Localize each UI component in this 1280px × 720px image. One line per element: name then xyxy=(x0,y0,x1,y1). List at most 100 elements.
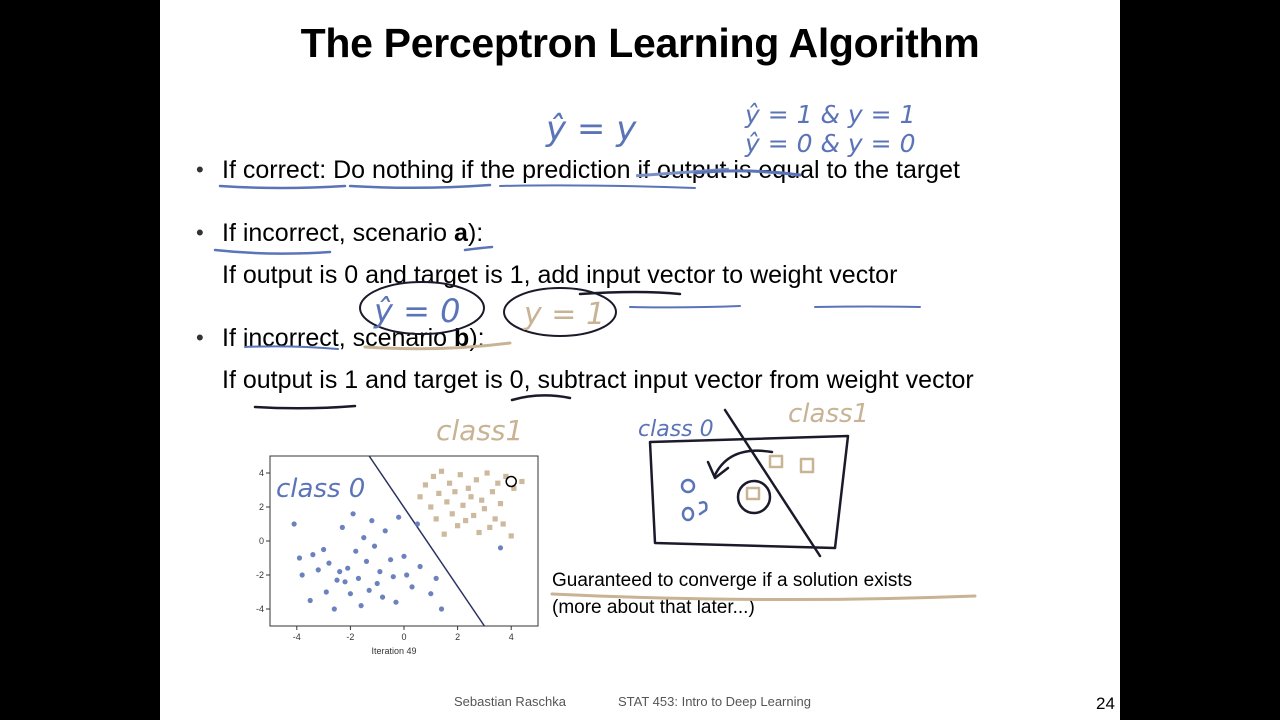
underline-weight xyxy=(814,305,921,308)
annot-case-1: ŷ = 1 & y = 1 xyxy=(744,100,915,129)
footer-course: STAT 453: Intro to Deep Learning xyxy=(618,694,811,709)
class0-point xyxy=(374,580,380,587)
class0-point xyxy=(363,558,370,564)
class1-point xyxy=(503,473,509,479)
class0-point xyxy=(401,553,407,559)
class0-point xyxy=(388,557,394,563)
scatter-plot-svg: -4 -2 0 2 4 -4 -2 0 2 4 Iteration 49 xyxy=(256,455,539,656)
class0-point xyxy=(355,575,362,581)
class0-point xyxy=(369,518,375,524)
underline-note xyxy=(550,592,977,602)
x-axis-label: Iteration 49 xyxy=(371,646,416,656)
class1-point xyxy=(481,506,487,512)
class1-point xyxy=(476,529,482,536)
class0-point xyxy=(438,606,445,612)
plot-frame xyxy=(269,455,539,627)
annot-class0-sketch: class 0 xyxy=(638,417,714,442)
bullet-dot-icon: • xyxy=(196,157,204,182)
underline-a xyxy=(463,245,494,252)
annot-circle-b: y = 1 xyxy=(523,297,605,332)
annot-yhat-eq-y: ŷ = y xyxy=(545,109,637,149)
class0-point xyxy=(291,521,297,527)
class0-point xyxy=(379,594,386,600)
class1-point xyxy=(484,470,490,476)
underline-incorrect-b xyxy=(244,345,339,350)
class1-point xyxy=(438,468,445,474)
annot-circle-a: ŷ = 0 xyxy=(373,292,460,330)
class0-point xyxy=(371,543,378,549)
circle-y-1 xyxy=(503,287,617,337)
class1-point xyxy=(417,494,423,500)
class0-point xyxy=(393,599,399,605)
bullet-correct-text: If correct: Do nothing if the prediction xyxy=(222,156,638,184)
bullet-b-rule: If output is 1 and target is 0, subtract… xyxy=(222,366,974,394)
bullet-dot-icon: • xyxy=(196,220,204,245)
class0-point xyxy=(307,597,313,604)
class0-point xyxy=(382,528,388,534)
class0-point xyxy=(315,567,321,573)
class1-point xyxy=(455,523,461,529)
sketch-arrow xyxy=(706,449,774,480)
class1-point xyxy=(471,512,477,519)
sketch-dot-3 xyxy=(698,501,708,516)
underline-scenario-b-tan xyxy=(363,341,512,351)
class1-point xyxy=(468,494,474,500)
class1-point xyxy=(473,477,479,483)
class1-point xyxy=(479,497,485,503)
bullet-b-bold: b xyxy=(454,324,470,352)
class1-point xyxy=(489,489,496,495)
y-tick-label: -4 xyxy=(256,604,264,614)
class0-point xyxy=(396,514,402,520)
ink-annotations: ŷ = y ŷ = 1 & y = 1 ŷ = 0 & y = 0 ŷ = 0 … xyxy=(213,100,977,602)
class0-point xyxy=(334,577,340,583)
bullet-correct-struck: if output xyxy=(637,156,727,184)
footer-author: Sebastian Raschka xyxy=(454,694,567,709)
class0-point xyxy=(310,552,316,558)
y-tick-label: 2 xyxy=(259,502,264,512)
x-tick-label: 0 xyxy=(401,632,406,642)
class1-point xyxy=(495,480,501,486)
class0-point xyxy=(414,521,420,527)
sketch-square-1 xyxy=(745,486,761,501)
class1-point xyxy=(422,482,429,488)
x-tick-label: 4 xyxy=(509,632,514,642)
slide: The Perceptron Learning Algorithm • If c… xyxy=(160,0,1120,720)
convergence-note-sub: (more about that later...) xyxy=(552,597,755,618)
class1-point xyxy=(500,521,506,527)
bullet-a-post: ): xyxy=(467,219,484,247)
class0-point xyxy=(331,606,337,612)
class1-point xyxy=(519,478,525,485)
class1-point xyxy=(457,472,463,478)
sketch-dot-1 xyxy=(680,478,696,494)
underline-correct xyxy=(218,184,347,190)
class0-point xyxy=(361,535,367,541)
x-tick-label: -4 xyxy=(293,632,301,642)
class0-point xyxy=(409,584,415,590)
sketch-square-3 xyxy=(799,457,815,474)
bullet-a-rule: If output is 0 and target is 1, add inpu… xyxy=(222,261,898,289)
class1-point xyxy=(508,533,514,539)
class0-point xyxy=(342,579,348,585)
sketch-dot-2 xyxy=(681,506,695,522)
y-tick-label: 0 xyxy=(259,536,264,546)
annot-class1-sketch: class1 xyxy=(788,399,869,429)
class0-point xyxy=(347,591,353,597)
underline-is-0 xyxy=(510,394,572,402)
x-tick-label: 2 xyxy=(455,632,460,642)
class0-point xyxy=(299,572,305,578)
convergence-note: Guaranteed to converge if a solution exi… xyxy=(552,570,913,591)
class1-point xyxy=(463,518,469,524)
class1-point xyxy=(433,516,439,522)
class1-point xyxy=(497,501,504,507)
class1-point xyxy=(511,485,517,491)
highlighted-point xyxy=(505,475,517,488)
class1-point xyxy=(460,502,466,508)
class0-point xyxy=(404,572,410,578)
class0-point xyxy=(366,587,372,593)
class0-point xyxy=(321,546,327,553)
class0-point xyxy=(377,569,383,575)
class1-point xyxy=(444,499,450,505)
sketch-boundary xyxy=(723,408,822,558)
class1-point xyxy=(428,504,434,510)
class1-point xyxy=(430,473,437,479)
